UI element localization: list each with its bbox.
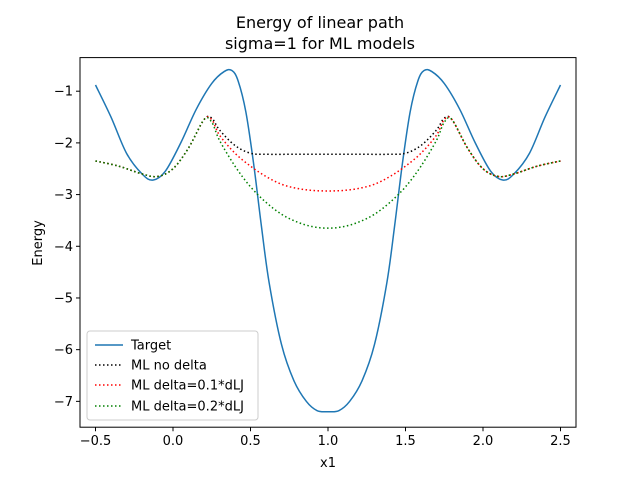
y-tick-label: −5: [54, 291, 73, 306]
legend-label-ml-delta-02: ML delta=0.2*dLJ: [131, 400, 244, 415]
series-layer: [94, 68, 562, 413]
x-tick-label: 1.5: [395, 434, 416, 449]
y-tick-label: −6: [54, 343, 73, 358]
series-ml-delta-02-line: [95, 116, 561, 229]
x-tick-label: −0.5: [80, 434, 112, 449]
chart-title: Energy of linear path: [236, 13, 404, 32]
legend-box: [86, 330, 259, 421]
ticks-layer: −0.5 0.0 0.5 1.0 1.5 2.0 2.5 −7 −6 −5 −4 −3 −2 −1: [54, 85, 571, 450]
y-tick-label: −4: [54, 240, 73, 255]
y-axis-label: Energy: [31, 220, 46, 266]
chart-subtitle: sigma=1 for ML models: [225, 34, 415, 53]
plot-frame: [79, 57, 577, 428]
x-tick-label: 0.5: [240, 434, 261, 449]
series-ml-delta-01-line: [95, 116, 561, 192]
x-tick-label: 1.0: [318, 434, 339, 449]
legend-label-ml-delta-01: ML delta=0.1*dLJ: [131, 379, 244, 394]
x-tick-label: 0.0: [163, 434, 184, 449]
y-tick-label: −3: [54, 188, 73, 203]
series-target-line: [94, 68, 562, 413]
x-tick-label: 2.0: [473, 434, 494, 449]
y-tick-label: −2: [54, 136, 73, 151]
legend-label-target: Target: [130, 339, 171, 354]
y-tick-label: −1: [54, 85, 73, 100]
x-tick-label: 2.5: [550, 434, 571, 449]
legend: Target ML no delta ML delta=0.1*dLJ ML d…: [86, 330, 259, 421]
x-axis-label: x1: [320, 456, 336, 471]
y-tick-label: −7: [54, 395, 73, 410]
legend-label-ml-no-delta: ML no delta: [131, 359, 207, 374]
